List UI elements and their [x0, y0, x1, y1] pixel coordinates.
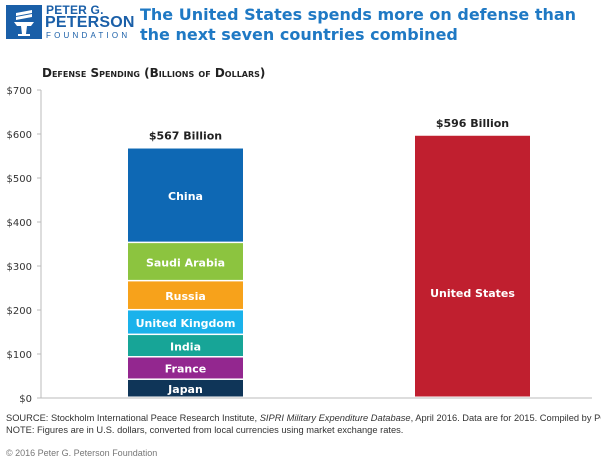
org-name-line2: PETERSON	[45, 14, 135, 31]
org-name-line3: FOUNDATION	[46, 31, 131, 40]
segment-label: United States	[430, 287, 515, 300]
bar-group: Japan France India United Kingdom Russia Saud…	[128, 130, 243, 397]
bar-segment	[128, 243, 243, 280]
y-tick-label: $100	[7, 350, 32, 361]
segment-label: France	[165, 363, 206, 376]
segment-label: Saudi Arabia	[146, 256, 225, 269]
bar-segment	[415, 135, 530, 397]
source-suffix: , April 2016. Data are for 2015. Compile…	[410, 413, 601, 423]
bar-segment	[128, 310, 243, 334]
bar-segment	[128, 281, 243, 309]
chart: $0 $100 $200 $300 $400 $500 $600 $700 Japan Fran…	[7, 86, 592, 405]
y-tick-label: $700	[7, 86, 32, 97]
org-name-line1: PETER G.	[46, 3, 104, 17]
chart-title: The United States spends more on defense…	[140, 5, 577, 44]
bars: Japan France India United Kingdom Russia Saud…	[128, 117, 530, 397]
y-tick-label: $200	[7, 306, 32, 317]
source-database: SIPRI Military Expenditure Database	[259, 413, 411, 423]
y-tick-label: $600	[7, 130, 32, 141]
y-tick-label: $0	[19, 394, 32, 405]
bar-segment	[128, 335, 243, 357]
bar-segment	[128, 379, 243, 397]
segment-label: India	[170, 340, 201, 353]
bar-segment	[128, 148, 243, 242]
segment-label: United Kingdom	[136, 317, 236, 330]
bar-group: United States $596 Billion	[415, 117, 530, 397]
y-axis: $0 $100 $200 $300 $400 $500 $600 $700	[7, 86, 592, 405]
source-prefix: SOURCE: Stockholm International Peace Re…	[6, 413, 260, 423]
note-text: NOTE: Figures are in U.S. dollars, conve…	[6, 425, 404, 435]
segment-label: Japan	[167, 383, 203, 396]
y-tick-label: $400	[7, 218, 32, 229]
copyright: © 2016 Peter G. Peterson Foundation	[6, 448, 158, 458]
bar-total-label: $567 Billion	[149, 130, 222, 143]
bar-total-label: $596 Billion	[436, 117, 509, 130]
chart-subtitle: Defense Spending (Billions of Dollars)	[42, 66, 266, 80]
y-tick-label: $500	[7, 174, 32, 185]
source-note: SOURCE: Stockholm International Peace Re…	[6, 413, 601, 423]
bar-segment	[128, 357, 243, 379]
segment-label: Russia	[165, 290, 206, 303]
y-tick-label: $300	[7, 262, 32, 273]
logo-torch-icon	[6, 5, 42, 39]
segment-label: China	[168, 190, 203, 203]
